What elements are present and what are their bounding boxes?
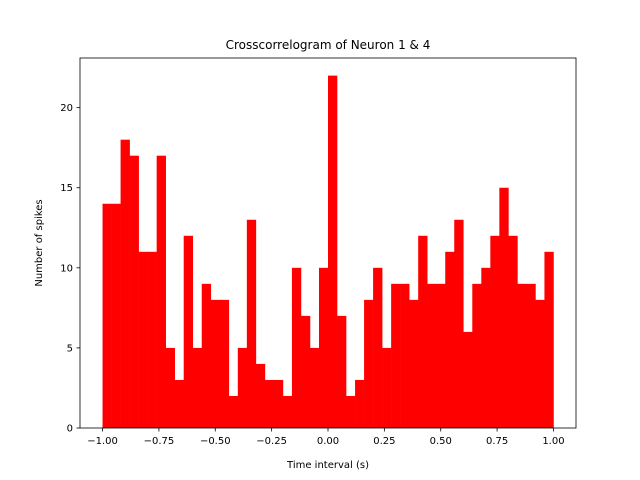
y-axis: 0 5 10 15 20	[60, 103, 80, 435]
histogram-bar	[309, 347, 320, 428]
histogram-bar	[129, 155, 139, 428]
x-tick-label: −0.50	[200, 436, 231, 447]
x-axis-label: Time interval (s)	[286, 460, 369, 471]
histogram-bar	[201, 283, 212, 428]
y-tick-label: 0	[67, 424, 73, 435]
histogram-bar	[490, 235, 500, 428]
histogram-bar	[418, 235, 428, 428]
x-tick-label: 0.25	[373, 436, 395, 447]
histogram-bar	[138, 251, 148, 428]
histogram-bar	[454, 219, 464, 428]
histogram-bar	[472, 283, 482, 428]
histogram-bar	[400, 283, 410, 428]
histogram-bar	[183, 235, 194, 428]
histogram-bar	[282, 395, 293, 428]
histogram-bar	[318, 267, 329, 428]
histogram-bar	[346, 395, 356, 428]
histogram-bar	[526, 283, 536, 428]
x-tick-label: 0.50	[430, 436, 452, 447]
y-tick-label: 10	[60, 263, 73, 274]
x-axis: −1.00 −0.75 −0.50 −0.25 0.00 0.25 0.50 0.75 1.00	[87, 428, 565, 447]
histogram-bar	[147, 251, 157, 428]
histogram-bar	[111, 203, 121, 428]
histogram-bar	[237, 347, 248, 428]
x-tick-label: 0.00	[317, 436, 339, 447]
histogram-bar	[427, 283, 437, 428]
chart-title: Crosscorrelogram of Neuron 1 & 4	[226, 38, 431, 52]
x-tick-label: −1.00	[87, 436, 118, 447]
histogram-bar	[156, 155, 166, 428]
y-axis-label: Number of spikes	[34, 199, 45, 286]
histogram-bar	[535, 299, 545, 428]
histogram-bar	[355, 379, 365, 428]
histogram-bar	[445, 251, 455, 428]
x-tick-label: −0.25	[256, 436, 287, 447]
x-tick-label: 1.00	[542, 436, 564, 447]
histogram-bar	[102, 203, 112, 428]
histogram-bar	[481, 267, 491, 428]
x-tick-label: 0.75	[486, 436, 508, 447]
histogram-bar	[508, 235, 518, 428]
histogram-bars	[102, 75, 554, 429]
histogram-bar	[273, 379, 284, 428]
histogram-bar	[373, 267, 383, 428]
histogram-bar	[210, 299, 221, 428]
histogram-bar	[120, 139, 130, 429]
histogram-bar	[228, 395, 239, 428]
histogram-bar	[463, 331, 473, 428]
histogram-bar	[264, 379, 275, 428]
histogram-bar	[517, 283, 527, 428]
histogram-bar	[291, 267, 302, 428]
histogram-bar	[436, 283, 446, 428]
histogram-bar	[328, 75, 338, 428]
histogram-bar	[219, 299, 230, 428]
histogram-bar	[246, 219, 257, 428]
histogram-bar	[499, 187, 509, 428]
histogram-bar	[192, 347, 203, 428]
histogram-bar	[391, 283, 401, 428]
histogram-bar	[337, 315, 347, 428]
histogram-bar	[382, 347, 392, 428]
x-tick-label: −0.75	[144, 436, 175, 447]
histogram-bar	[255, 363, 266, 428]
histogram-bar	[544, 251, 554, 428]
histogram-bar	[364, 299, 374, 428]
histogram-bar	[300, 315, 311, 428]
histogram-bar	[174, 379, 185, 428]
plot-frame	[79, 57, 577, 429]
histogram-bar	[165, 347, 175, 428]
y-tick-label: 20	[60, 103, 73, 114]
histogram-bar	[409, 299, 419, 428]
y-tick-label: 5	[67, 343, 73, 354]
y-tick-label: 15	[60, 183, 73, 194]
